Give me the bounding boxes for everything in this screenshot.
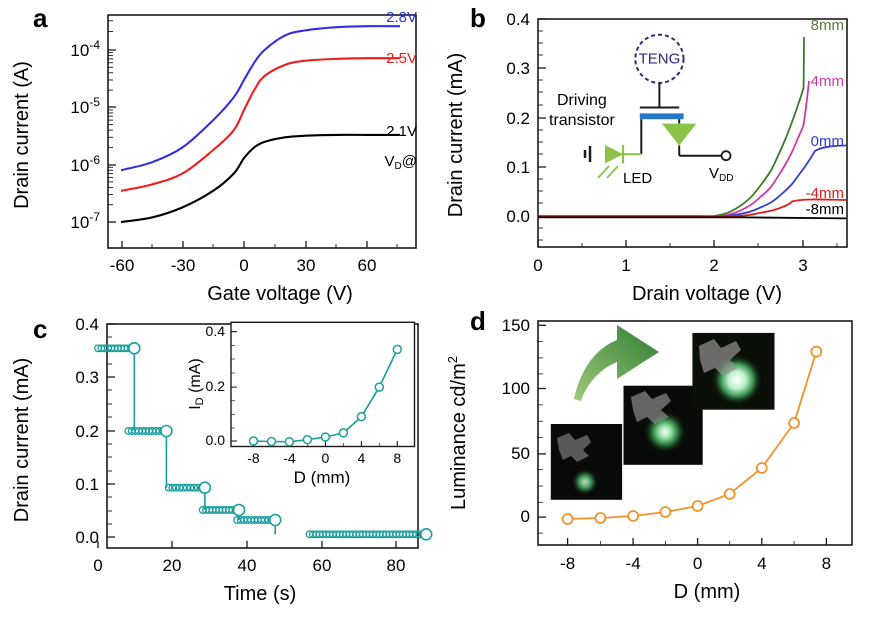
svg-text:4mm: 4mm — [811, 73, 844, 90]
svg-text:TENG: TENG — [639, 51, 681, 68]
svg-text:8: 8 — [393, 450, 401, 466]
svg-text:a: a — [33, 3, 48, 33]
svg-text:0mm: 0mm — [811, 133, 844, 150]
svg-text:1: 1 — [621, 256, 630, 275]
svg-text:D (mm): D (mm) — [294, 468, 351, 487]
svg-text:20: 20 — [163, 556, 182, 575]
svg-text:4: 4 — [757, 554, 766, 573]
svg-text:3: 3 — [798, 256, 807, 275]
svg-text:100: 100 — [502, 379, 530, 398]
svg-text:2: 2 — [709, 256, 718, 275]
svg-text:0.4: 0.4 — [506, 10, 530, 29]
svg-text:150: 150 — [502, 316, 530, 335]
svg-text:2.1V: 2.1V — [386, 123, 417, 140]
svg-text:0.1: 0.1 — [75, 475, 99, 494]
svg-text:-4mm: -4mm — [806, 185, 844, 202]
svg-text:0.0: 0.0 — [506, 207, 530, 226]
svg-text:50: 50 — [511, 444, 530, 463]
svg-text:60: 60 — [358, 256, 377, 275]
svg-text:Luminance cd/m2: Luminance cd/m2 — [445, 356, 470, 510]
svg-text:-60: -60 — [110, 256, 135, 275]
svg-text:10-5: 10-5 — [70, 95, 100, 117]
svg-text:40: 40 — [238, 556, 257, 575]
svg-text:-8: -8 — [560, 554, 575, 573]
svg-text:-30: -30 — [171, 256, 196, 275]
svg-text:-8: -8 — [247, 450, 260, 466]
svg-text:d: d — [470, 306, 486, 336]
svg-text:0: 0 — [322, 450, 330, 466]
svg-text:0: 0 — [93, 556, 102, 575]
svg-text:Drain current (mA): Drain current (mA) — [445, 53, 467, 217]
svg-text:Driving: Driving — [557, 92, 607, 109]
svg-text:0: 0 — [533, 256, 542, 275]
svg-text:-4: -4 — [626, 554, 641, 573]
svg-text:Drain current (A): Drain current (A) — [11, 61, 33, 209]
svg-text:0: 0 — [693, 554, 702, 573]
svg-text:-4: -4 — [283, 450, 296, 466]
svg-text:0.1: 0.1 — [506, 158, 530, 177]
svg-text:0.3: 0.3 — [506, 59, 530, 78]
svg-text:8: 8 — [822, 554, 831, 573]
svg-text:transistor: transistor — [549, 112, 615, 129]
svg-text:30: 30 — [297, 256, 316, 275]
svg-text:0.4: 0.4 — [75, 315, 99, 334]
svg-text:b: b — [470, 3, 486, 33]
svg-text:0.2: 0.2 — [75, 422, 99, 441]
svg-text:0.4: 0.4 — [206, 323, 226, 339]
svg-text:Time (s): Time (s) — [224, 583, 297, 605]
svg-text:10-6: 10-6 — [70, 153, 100, 175]
svg-text:8mm: 8mm — [811, 17, 844, 34]
svg-text:10-7: 10-7 — [70, 210, 100, 232]
svg-text:D (mm): D (mm) — [674, 581, 741, 603]
svg-text:0.3: 0.3 — [75, 368, 99, 387]
svg-text:0.2: 0.2 — [506, 109, 530, 128]
svg-text:-8mm: -8mm — [806, 201, 844, 218]
svg-text:ID (mA): ID (mA) — [187, 358, 206, 410]
svg-text:10-4: 10-4 — [70, 38, 100, 60]
svg-text:LED: LED — [623, 170, 652, 187]
svg-text:2.8V: 2.8V — [386, 9, 417, 26]
svg-text:60: 60 — [313, 556, 332, 575]
svg-text:0.0: 0.0 — [75, 528, 99, 547]
svg-text:VDD: VDD — [709, 165, 733, 184]
svg-text:Drain current (mA): Drain current (mA) — [11, 358, 33, 522]
svg-text:c: c — [33, 314, 47, 344]
svg-text:0: 0 — [239, 256, 248, 275]
svg-text:80: 80 — [387, 556, 406, 575]
svg-text:0.2: 0.2 — [206, 378, 226, 394]
svg-text:VD@: VD@ — [385, 153, 417, 172]
svg-text:0.0: 0.0 — [206, 432, 226, 448]
svg-text:0: 0 — [521, 507, 530, 526]
svg-text:4: 4 — [358, 450, 366, 466]
